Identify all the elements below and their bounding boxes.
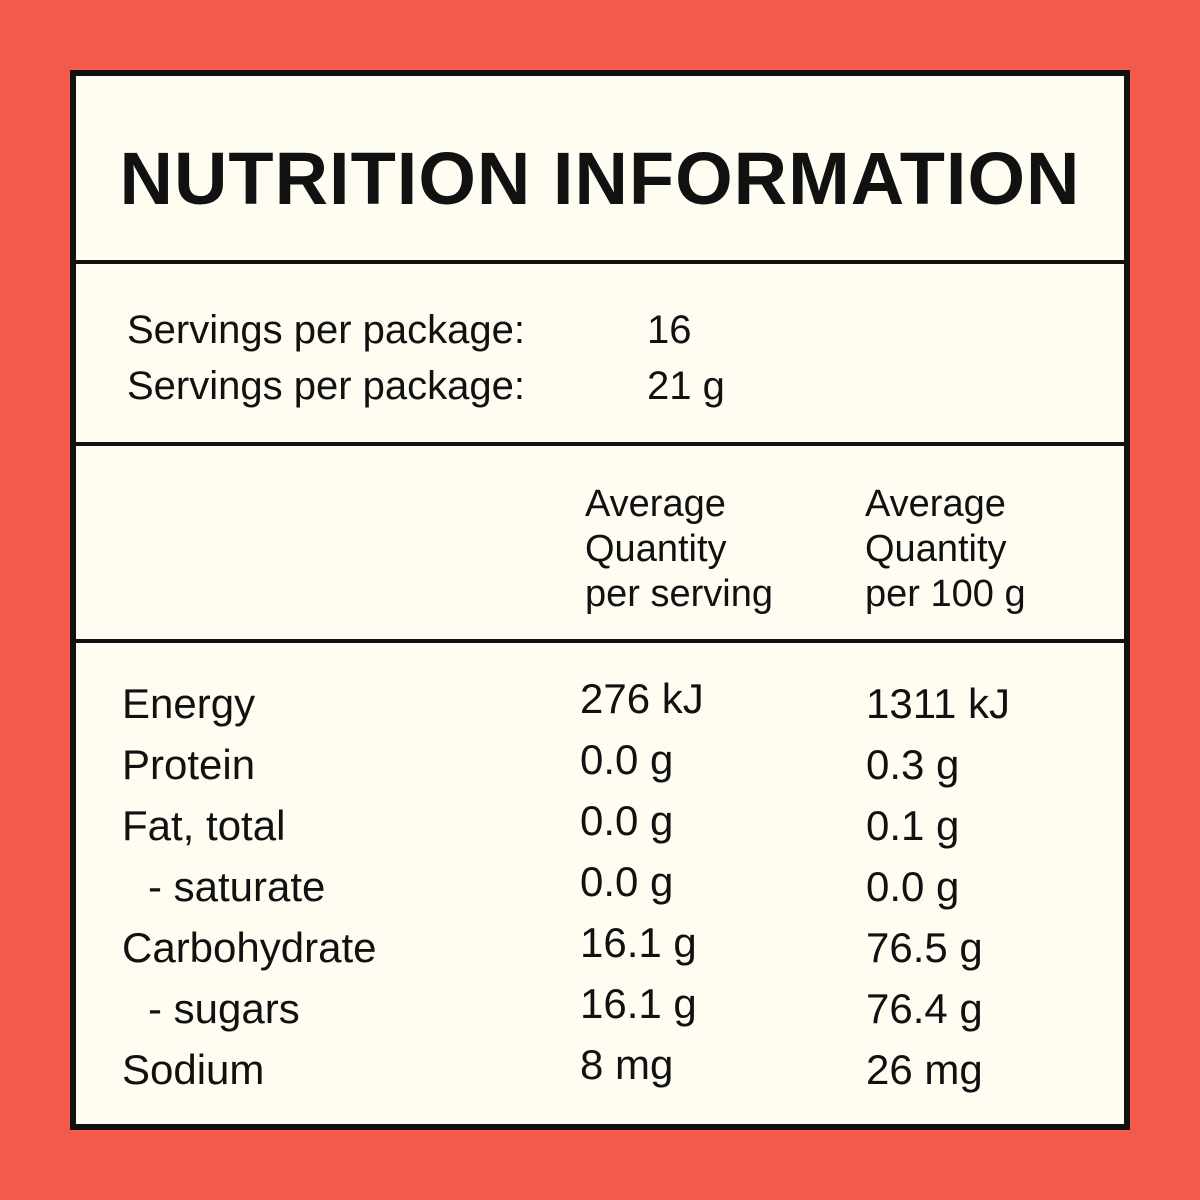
table-row: Sodium 8 mg 26 mg — [76, 1039, 1124, 1100]
nutrient-name: Carbohydrate — [122, 924, 377, 971]
table-row: - sugars 16.1 g 76.4 g — [76, 978, 1124, 1039]
per-100g-value: 76.5 g — [866, 924, 983, 971]
per-serving-value: 16.1 g — [580, 980, 697, 1027]
per-100g-value: 0.0 g — [866, 863, 960, 910]
nutrient-name: Protein — [122, 741, 256, 788]
per-serving-value: 0.0 g — [580, 858, 674, 905]
table-row: Fat, total 0.0 g 0.1 g — [76, 795, 1124, 856]
column-header-per-serving: Average Quantity per serving — [585, 483, 773, 615]
per-100g-value: 0.1 g — [866, 802, 960, 849]
divider — [76, 442, 1124, 446]
per-serving-value: 16.1 g — [580, 919, 697, 966]
per-serving-value: 276 kJ — [580, 675, 704, 722]
nutrient-name: Sodium — [122, 1046, 265, 1093]
per-serving-value: 0.0 g — [580, 736, 674, 783]
table-row: - saturate 0.0 g 0.0 g — [76, 856, 1124, 917]
serving-size-value: 21 g — [647, 364, 725, 408]
nutrition-panel: NUTRITION INFORMATION Servings per packa… — [70, 70, 1130, 1130]
per-100g-value: 26 mg — [866, 1046, 983, 1093]
per-100g-value: 1311 kJ — [866, 680, 1010, 727]
servings-value: 16 — [647, 308, 692, 352]
per-100g-value: 0.3 g — [866, 741, 960, 788]
divider — [76, 260, 1124, 264]
panel-title: NUTRITION INFORMATION — [119, 137, 1081, 220]
table-row: Protein 0.0 g 0.3 g — [76, 734, 1124, 795]
per-serving-value: 8 mg — [580, 1041, 674, 1088]
nutrient-name: - sugars — [148, 985, 300, 1032]
divider — [76, 639, 1124, 643]
servings-label: Servings per package: — [127, 308, 526, 352]
serving-size-label: Servings per package: — [127, 364, 526, 408]
per-100g-value: 76.4 g — [866, 985, 983, 1032]
table-row: Carbohydrate 16.1 g 76.5 g — [76, 917, 1124, 978]
nutrient-name: Fat, total — [122, 802, 286, 849]
nutrient-name: Energy — [122, 680, 256, 727]
per-serving-value: 0.0 g — [580, 797, 674, 844]
table-row: Energy 276 kJ 1311 kJ — [76, 673, 1124, 734]
column-header-per-100g: Average Quantity per 100 g — [865, 483, 1026, 615]
nutrient-name: - saturate — [148, 863, 326, 910]
